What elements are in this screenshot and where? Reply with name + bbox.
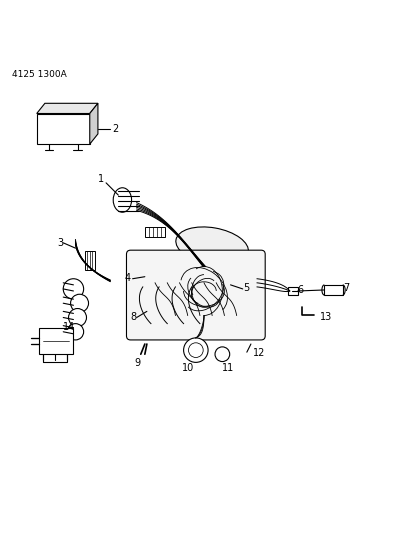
Circle shape	[67, 324, 84, 340]
Bar	[288, 287, 298, 295]
Text: 9: 9	[135, 359, 141, 368]
Text: 11: 11	[222, 362, 235, 373]
Text: 5: 5	[243, 283, 249, 293]
Text: 6: 6	[298, 285, 304, 295]
Circle shape	[63, 279, 84, 299]
Text: 12: 12	[253, 348, 265, 358]
Ellipse shape	[176, 227, 248, 265]
Text: 4125 1300A: 4125 1300A	[12, 70, 67, 79]
Text: 8: 8	[131, 312, 137, 321]
Bar	[37, 114, 90, 144]
Circle shape	[215, 347, 230, 361]
Circle shape	[184, 338, 208, 362]
Text: 7: 7	[343, 283, 349, 293]
Circle shape	[188, 343, 203, 358]
Text: 4: 4	[124, 273, 131, 283]
Text: 3: 3	[57, 238, 63, 248]
Text: 2: 2	[112, 124, 118, 134]
Bar	[145, 227, 165, 237]
Text: 13: 13	[320, 312, 333, 321]
Bar	[39, 328, 73, 354]
Polygon shape	[37, 103, 98, 114]
Bar	[85, 251, 95, 270]
Bar	[324, 285, 343, 295]
Circle shape	[69, 309, 86, 327]
Ellipse shape	[113, 188, 131, 212]
Text: 14: 14	[63, 322, 75, 332]
FancyBboxPatch shape	[126, 250, 265, 340]
Text: 10: 10	[182, 362, 194, 373]
Circle shape	[71, 294, 89, 312]
Polygon shape	[90, 103, 98, 144]
Text: 1: 1	[98, 174, 104, 184]
